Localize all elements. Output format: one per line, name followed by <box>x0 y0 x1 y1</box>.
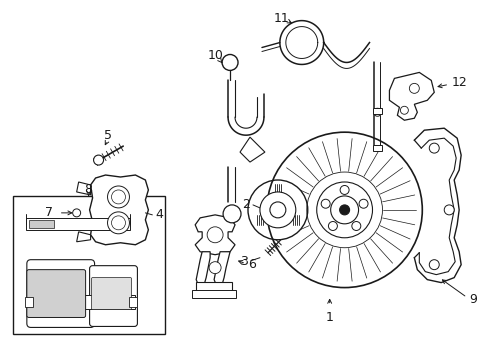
Text: 3: 3 <box>240 255 247 268</box>
Text: 10: 10 <box>207 49 223 62</box>
Circle shape <box>321 199 329 208</box>
Bar <box>25 297 33 306</box>
Text: 12: 12 <box>450 76 466 89</box>
Bar <box>29 220 54 228</box>
Polygon shape <box>77 232 90 242</box>
Circle shape <box>111 216 125 230</box>
FancyBboxPatch shape <box>89 266 137 327</box>
Circle shape <box>328 221 337 230</box>
Polygon shape <box>214 252 229 285</box>
Text: 9: 9 <box>468 293 476 306</box>
Polygon shape <box>195 215 235 255</box>
Bar <box>13 196 165 334</box>
Circle shape <box>247 180 307 240</box>
Polygon shape <box>196 252 210 285</box>
Circle shape <box>269 202 285 218</box>
Circle shape <box>93 155 103 165</box>
FancyBboxPatch shape <box>27 270 85 318</box>
Circle shape <box>209 262 221 274</box>
Bar <box>26 218 130 230</box>
Circle shape <box>207 227 223 243</box>
Circle shape <box>107 212 129 234</box>
FancyBboxPatch shape <box>27 260 94 328</box>
Circle shape <box>223 205 241 223</box>
Circle shape <box>400 106 407 114</box>
Circle shape <box>373 108 381 116</box>
Text: 4: 4 <box>155 208 163 221</box>
Bar <box>372 108 382 114</box>
Polygon shape <box>89 175 148 245</box>
Text: 1: 1 <box>325 311 333 324</box>
Circle shape <box>107 186 129 208</box>
Bar <box>196 282 232 293</box>
Circle shape <box>73 209 81 217</box>
Circle shape <box>222 54 238 71</box>
Circle shape <box>428 260 438 270</box>
Circle shape <box>408 84 419 93</box>
Circle shape <box>111 190 125 204</box>
Text: 11: 11 <box>273 12 289 25</box>
Circle shape <box>358 199 367 208</box>
Circle shape <box>443 205 453 215</box>
FancyBboxPatch shape <box>91 278 131 310</box>
Bar <box>372 145 382 151</box>
Circle shape <box>260 192 295 228</box>
Text: 6: 6 <box>247 258 255 271</box>
Polygon shape <box>240 137 264 162</box>
Text: 2: 2 <box>242 198 249 211</box>
Bar <box>192 289 236 298</box>
Polygon shape <box>77 182 90 195</box>
Circle shape <box>339 205 349 215</box>
Text: 8: 8 <box>84 184 92 197</box>
Polygon shape <box>388 72 433 120</box>
Text: 5: 5 <box>103 129 111 142</box>
Text: 7: 7 <box>44 206 53 219</box>
Bar <box>31 294 135 309</box>
Bar <box>129 297 137 306</box>
Circle shape <box>340 185 348 194</box>
Circle shape <box>428 143 438 153</box>
Circle shape <box>351 221 360 230</box>
